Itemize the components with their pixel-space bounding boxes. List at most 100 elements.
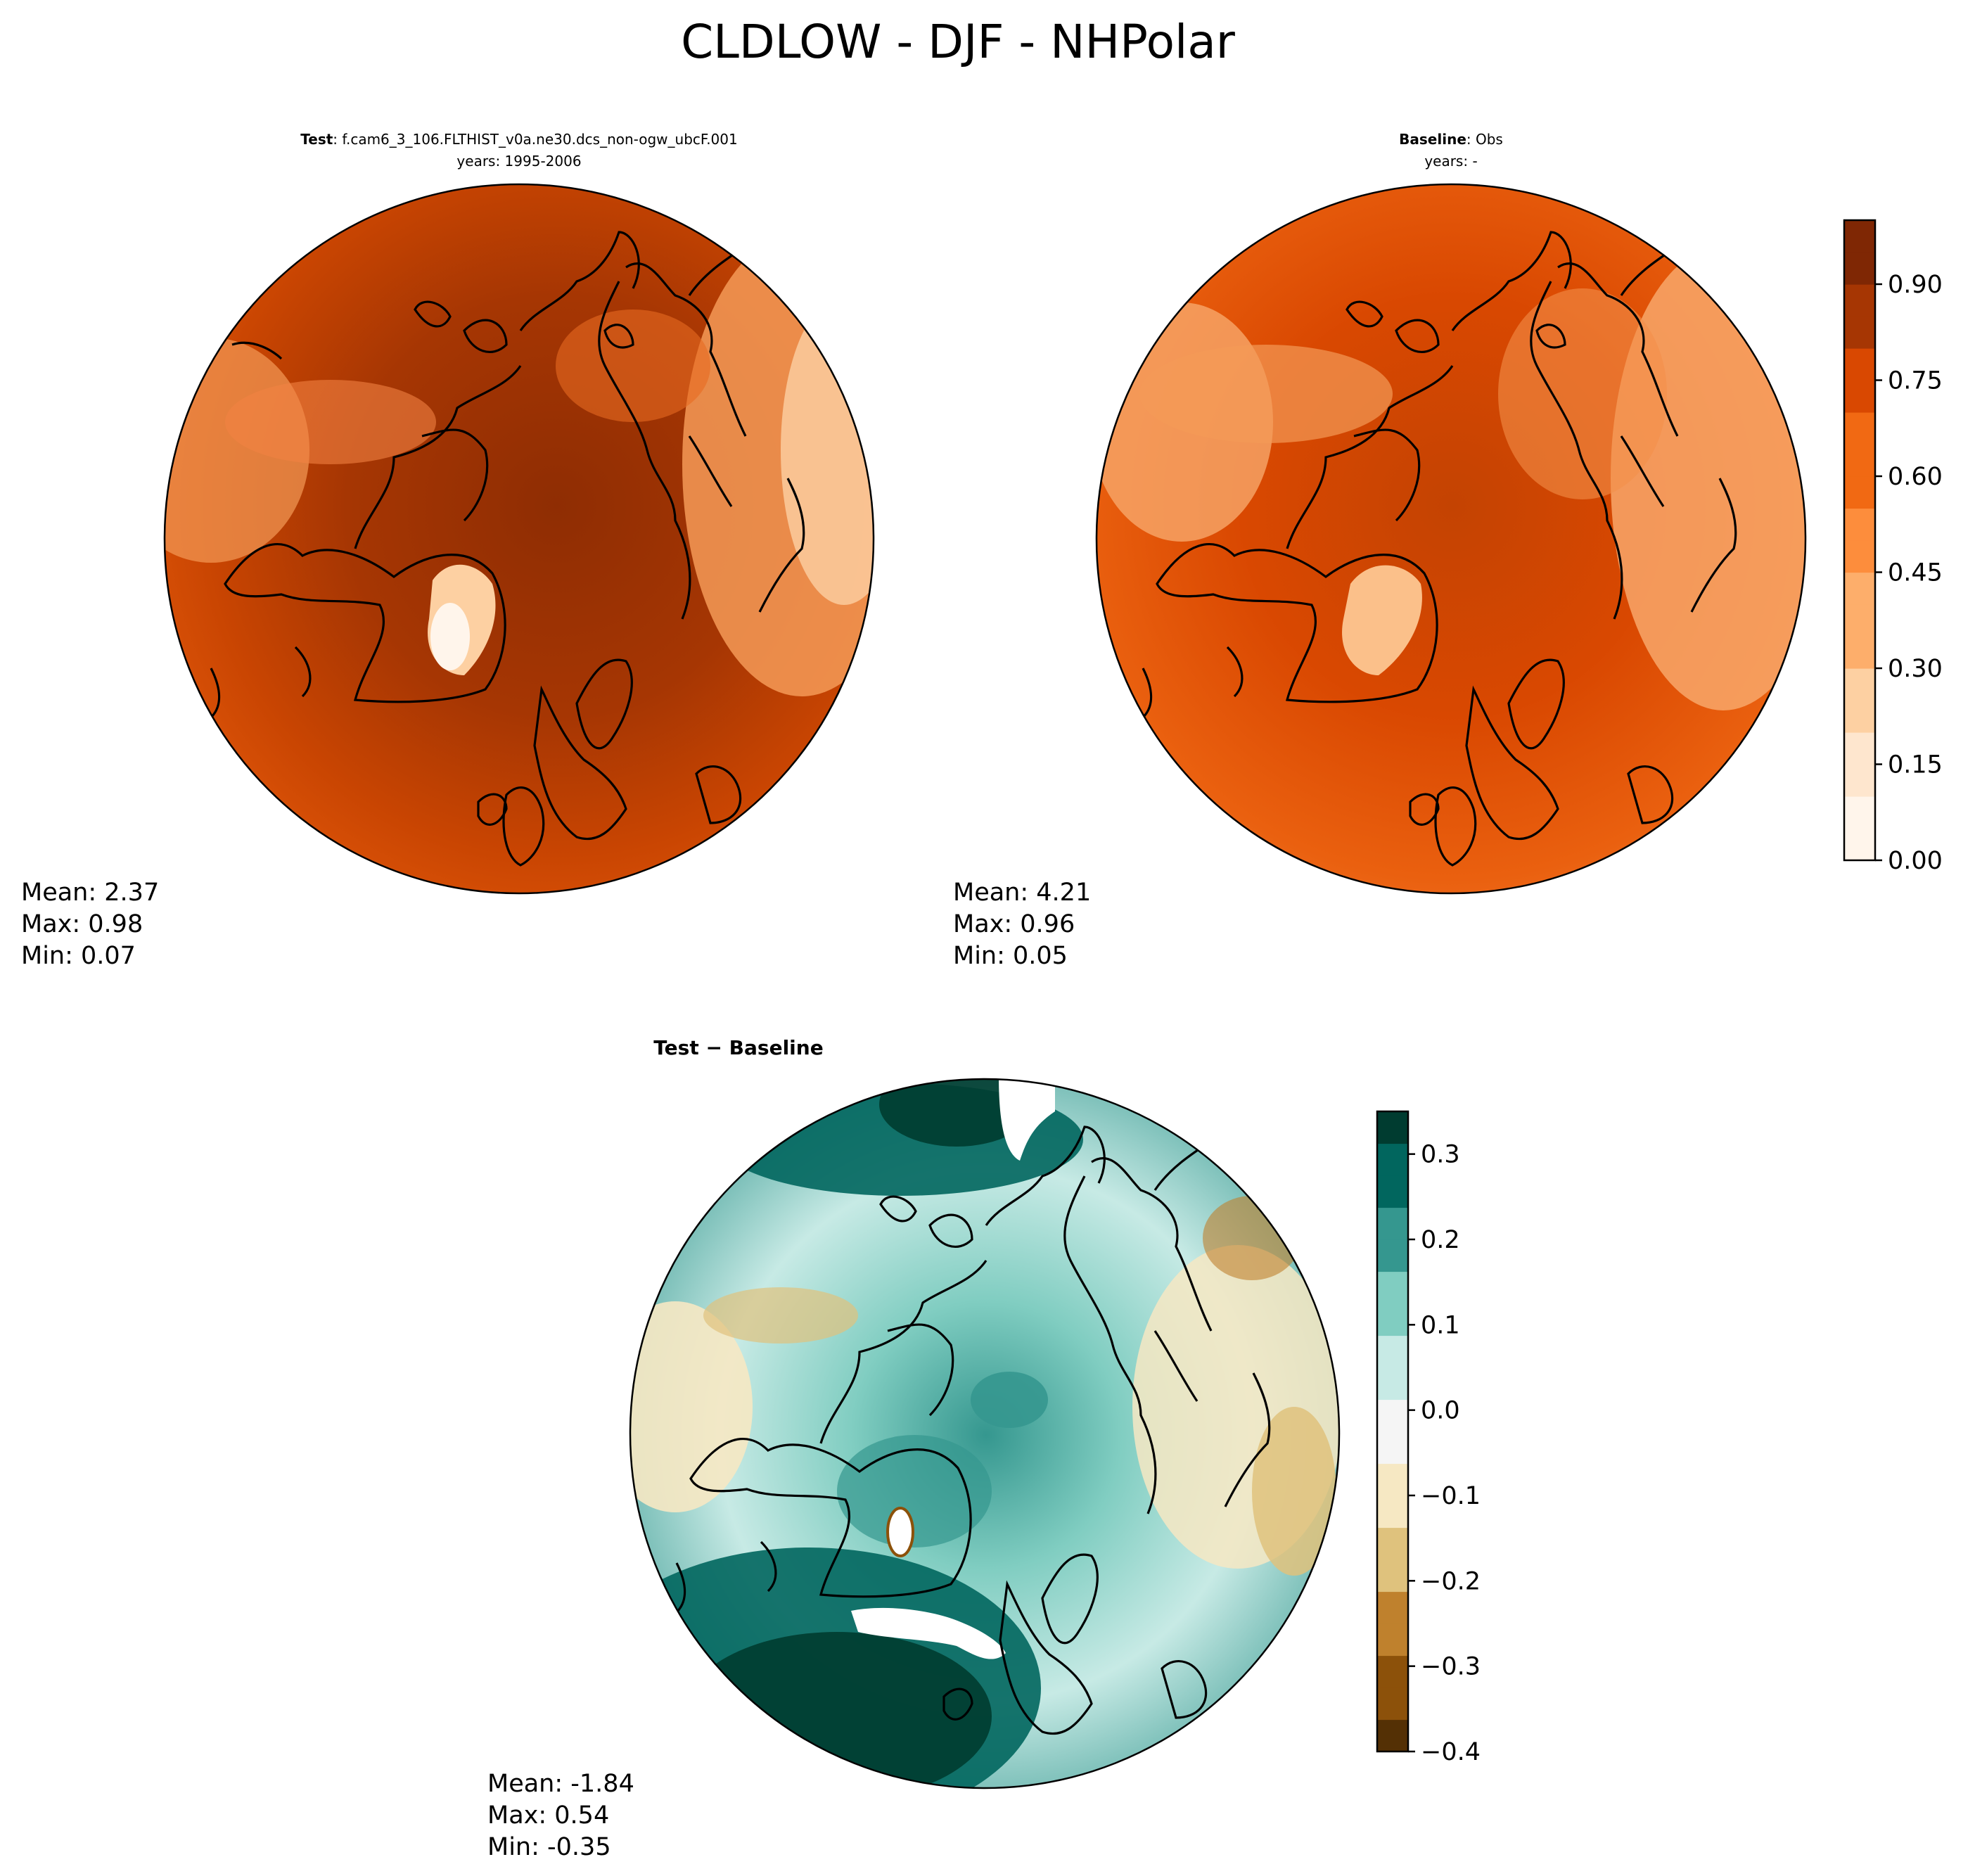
panel-test-subtitle: years: 1995-2006 — [456, 153, 581, 170]
colorbar-diff-tick-label: 0.2 — [1421, 1226, 1460, 1254]
colorbar-diff-band — [1377, 1431, 1408, 1465]
colorbar-main-tick-label: 0.90 — [1888, 271, 1943, 299]
colorbar-diff-band — [1377, 1303, 1408, 1336]
test-field-light-band — [225, 380, 436, 464]
colorbar-diff-tick-label: −0.3 — [1421, 1653, 1481, 1681]
diff-field-brown-east — [1252, 1407, 1336, 1576]
colorbar-diff-band — [1377, 1399, 1408, 1432]
base-greenland-light — [1342, 565, 1422, 675]
colorbar-main-band — [1844, 220, 1875, 253]
colorbar-diff: −0.4 −0.3 −0.2 −0.1 0.0 0.1 0.2 0.3 — [1376, 1110, 1481, 1766]
panel-diff-min: Min: -0.35 — [487, 1833, 611, 1861]
colorbar-main-ticks: 0.00 0.15 0.30 0.45 0.60 0.75 0.90 — [1875, 271, 1943, 875]
panel-diff-map — [630, 1079, 1339, 1788]
diff-missing-scandinavia — [851, 1607, 1006, 1659]
colorbar-main-band — [1844, 412, 1875, 445]
colorbar-main-band — [1844, 380, 1875, 413]
colorbar-main-band — [1844, 604, 1875, 637]
colorbar-main-tick-label: 0.15 — [1888, 751, 1943, 779]
colorbar-main-band — [1844, 348, 1875, 381]
colorbar-main-band — [1844, 700, 1875, 733]
colorbar-main-tick-label: 0.45 — [1888, 559, 1943, 587]
colorbar-diff-tick-label: 0.3 — [1421, 1141, 1460, 1169]
diff-field-tan-band — [703, 1287, 858, 1344]
panel-baseline-boundary — [1095, 183, 1807, 895]
colorbar-main-band — [1844, 668, 1875, 701]
colorbar-main-band — [1844, 636, 1875, 669]
colorbar-diff-band — [1377, 1367, 1408, 1400]
diff-field-brown-ne — [1203, 1196, 1301, 1280]
panel-baseline-min: Min: 0.05 — [953, 942, 1068, 970]
diff-missing-north — [999, 1079, 1055, 1161]
panel-diff-title: Test − Baseline — [653, 1036, 823, 1059]
panel-test-map — [165, 184, 874, 893]
colorbar-diff-band — [1377, 1591, 1408, 1624]
diff-field-darkest-south — [682, 1632, 992, 1788]
colorbar-main-band — [1844, 444, 1875, 477]
colorbar-diff-tick-label: 0.0 — [1421, 1397, 1460, 1425]
panel-diff-boundary — [629, 1078, 1341, 1789]
colorbar-diff-band — [1377, 1687, 1408, 1721]
colorbar-diff-tick-label: −0.4 — [1421, 1738, 1481, 1766]
colorbar-main-frame — [1843, 219, 1877, 862]
panel-baseline-mean: Mean: 4.21 — [953, 879, 1091, 907]
colorbar-main-band — [1844, 540, 1875, 573]
colorbar-main-band — [1844, 572, 1875, 605]
test-field-lighter-east — [781, 295, 874, 605]
colorbar-main-band — [1844, 796, 1875, 829]
colorbar-main-tick-label: 0.75 — [1888, 367, 1943, 395]
colorbar-main-band — [1844, 476, 1875, 509]
colorbar-main-band — [1844, 732, 1875, 765]
colorbar-diff-band — [1377, 1207, 1408, 1240]
figure-suptitle: CLDLOW - DJF - NHPolar — [681, 15, 1236, 69]
panel-test-mean: Mean: 2.37 — [21, 879, 159, 907]
diff-greenland-hole — [886, 1507, 914, 1557]
panel-baseline-title-bold: Baseline — [1399, 131, 1466, 148]
diff-field-pole-blob — [971, 1372, 1048, 1428]
colorbar-diff-band — [1377, 1143, 1408, 1176]
panel-baseline-title-rest: : Obs — [1466, 131, 1503, 148]
panel-test-min: Min: 0.07 — [21, 942, 136, 970]
panel-test-title-rest: : f.cam6_3_106.FLTHIST_v0a.ne30.dcs_non-… — [333, 131, 737, 148]
panel-test-title: Test: f.cam6_3_106.FLTHIST_v0a.ne30.dcs_… — [300, 131, 737, 148]
colorbar-diff-frame — [1376, 1110, 1410, 1753]
colorbar-diff-band — [1377, 1239, 1408, 1272]
panel-diff-max: Max: 0.54 — [487, 1801, 609, 1830]
colorbar-diff-tick-label: 0.1 — [1421, 1311, 1460, 1339]
colorbar-diff-band — [1377, 1175, 1408, 1208]
colorbar-main-band — [1844, 316, 1875, 349]
diff-coastlines — [675, 1098, 1271, 1735]
test-greenland-core — [430, 603, 470, 670]
panel-test-boundary — [163, 183, 875, 895]
panel-baseline-subtitle: years: - — [1424, 153, 1477, 170]
panel-baseline-title: Baseline: Obs — [1399, 131, 1503, 148]
test-coastlines — [210, 203, 805, 867]
panel-baseline-max: Max: 0.96 — [953, 910, 1075, 938]
panel-baseline: Baseline: Obs years: - — [953, 131, 1807, 970]
colorbar-diff-band — [1377, 1623, 1408, 1657]
colorbar-diff-band — [1377, 1559, 1408, 1593]
colorbar-diff-band — [1377, 1335, 1408, 1368]
base-field-light-east — [1611, 246, 1805, 710]
diff-field-greenland-ring — [837, 1435, 992, 1548]
panel-diff: Test − Baseline — [487, 1036, 1341, 1861]
colorbar-main-tick-label: 0.60 — [1888, 463, 1943, 491]
colorbar-diff-band — [1377, 1655, 1408, 1688]
test-field-mid-north — [556, 310, 710, 422]
colorbar-main: 0.00 0.15 0.30 0.45 0.60 0.75 0.90 — [1843, 219, 1943, 875]
colorbar-main-band — [1844, 284, 1875, 317]
panel-diff-mean: Mean: -1.84 — [487, 1770, 634, 1798]
colorbar-diff-band — [1377, 1527, 1408, 1560]
colorbar-diff-tick-label: −0.1 — [1421, 1482, 1481, 1510]
panel-baseline-map — [1097, 184, 1805, 893]
colorbar-main-tick-label: 0.00 — [1888, 847, 1943, 875]
colorbar-main-band — [1844, 764, 1875, 797]
panel-test-title-bold: Test — [300, 131, 333, 148]
colorbar-main-band — [1844, 252, 1875, 285]
panel-test-max: Max: 0.98 — [21, 910, 143, 938]
colorbar-main-band — [1844, 828, 1875, 861]
colorbar-diff-bands — [1377, 1111, 1408, 1752]
colorbar-diff-band — [1377, 1719, 1408, 1752]
